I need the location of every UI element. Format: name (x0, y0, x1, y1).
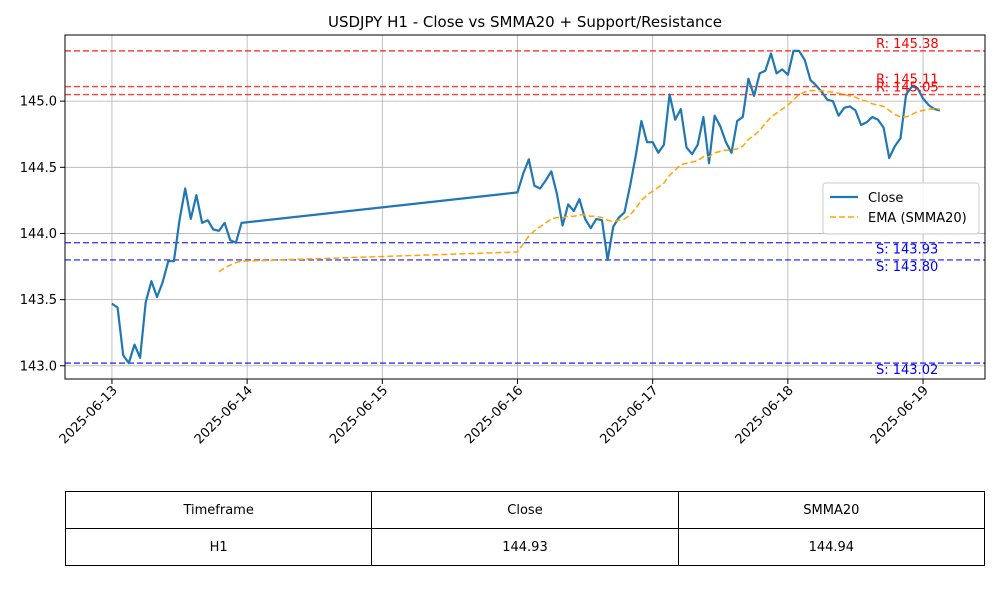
table-header-cell: SMMA20 (677, 491, 986, 529)
plot-frame (64, 34, 986, 380)
resistance-label: R: 145.38 (876, 37, 939, 52)
legend-box (822, 182, 980, 235)
legend-label-close: Close (868, 191, 903, 206)
table-header-cell: Close (371, 491, 679, 529)
x-tick-label: 2025-06-19 (868, 383, 932, 447)
x-tick-label: 2025-06-13 (57, 383, 121, 447)
x-tick-label: 2025-06-15 (327, 383, 391, 447)
support-label: S: 143.80 (876, 260, 938, 275)
legend: Close EMA (SMMA20) (822, 182, 980, 235)
y-tick-label: 145.0 (20, 95, 57, 110)
support-label: S: 143.93 (876, 243, 938, 258)
y-tick-label: 143.0 (20, 359, 57, 374)
legend-label-smma20: EMA (SMMA20) (868, 211, 967, 226)
support-label: S: 143.02 (876, 363, 938, 378)
resistance-label: R: 145.11 (876, 73, 939, 88)
x-tick-label: 2025-06-14 (192, 383, 256, 447)
y-tick-label: 144.0 (20, 227, 57, 242)
y-tick-label: 144.5 (20, 161, 57, 176)
table-row: H1 144.93 144.94 (64, 528, 986, 566)
x-tick-label: 2025-06-16 (462, 383, 526, 447)
x-tick-label: 2025-06-18 (733, 383, 797, 447)
table-header-cell: Timeframe (64, 491, 373, 529)
summary-table: Timeframe Close SMMA20 H1 144.93 144.94 (64, 491, 986, 566)
close-series-line (111, 49, 941, 365)
smma20-series-line (218, 89, 940, 273)
table-cell: 144.94 (677, 528, 986, 566)
x-tick-label: 2025-06-17 (597, 383, 661, 447)
table-cell: 144.93 (371, 528, 679, 566)
table-header-row: Timeframe Close SMMA20 (64, 491, 986, 529)
y-tick-label: 143.5 (20, 293, 57, 308)
series-lines (111, 49, 941, 365)
chart-title: USDJPY H1 - Close vs SMMA20 + Support/Re… (328, 13, 722, 31)
level-labels: R: 145.38 R: 145.11R: 145.05 S: 143.93 S: 1… (876, 37, 939, 378)
support-resistance-levels (65, 50, 985, 364)
chart: USDJPY H1 - Close vs SMMA20 + Support/Re… (20, 13, 986, 447)
table-cell: H1 (64, 528, 373, 566)
resistance-label: R: 145.05 (876, 81, 939, 96)
